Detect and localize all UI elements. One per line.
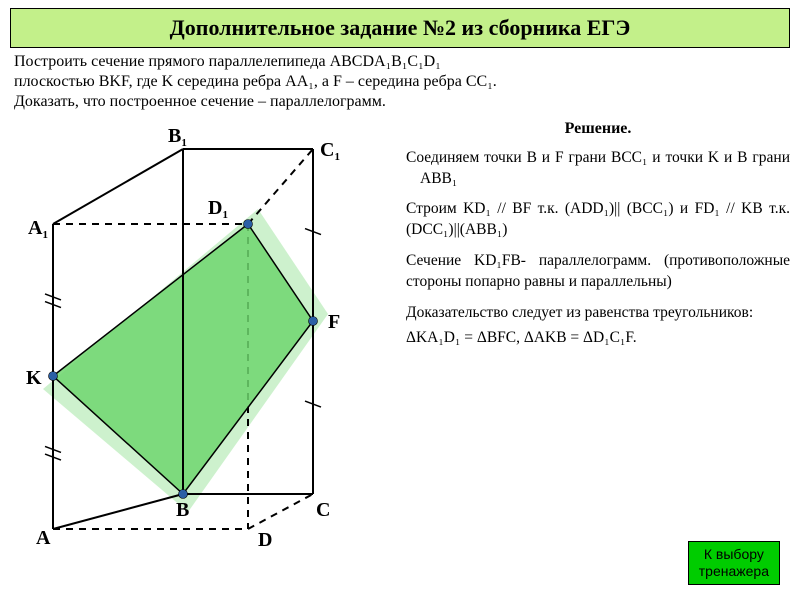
- button-line2: тренажера: [699, 563, 769, 579]
- svg-text:F: F: [328, 311, 340, 333]
- solution-p3: Сечение KD₁FB- параллелограмм. (противоп…: [406, 251, 790, 293]
- svg-text:K: K: [26, 367, 42, 389]
- svg-text:A1: A1: [28, 217, 48, 241]
- svg-text:B: B: [176, 499, 189, 521]
- problem-line3: Доказать, что построенное сечение – пара…: [14, 93, 386, 110]
- svg-text:B1: B1: [168, 125, 187, 149]
- button-line1: К выбору: [704, 546, 764, 562]
- svg-text:C1: C1: [320, 139, 340, 163]
- problem-text: Построить сечение прямого параллелепипед…: [14, 52, 786, 112]
- page-title: Дополнительное задание №2 из сборника ЕГ…: [10, 8, 790, 48]
- solution-p5: ΔKA₁D₁ = ΔBFC, ΔAKB = ΔD₁C₁F.: [406, 328, 790, 349]
- parallelepiped-diagram: A B C D A1 B1 C1 D1 K F: [8, 114, 398, 554]
- svg-text:D: D: [258, 529, 272, 551]
- back-to-selector-button[interactable]: К выбору тренажера: [688, 541, 780, 585]
- problem-line1: Построить сечение прямого параллелепипед…: [14, 53, 441, 70]
- diagram-container: A B C D A1 B1 C1 D1 K F: [8, 114, 398, 554]
- svg-text:C: C: [316, 499, 330, 521]
- problem-line2: плоскостью BKF, где K середина ребра AA₁…: [14, 73, 497, 90]
- svg-text:A: A: [36, 527, 51, 549]
- solution-p1: Соединяем точки B и F грани BCC₁ и точки…: [406, 148, 790, 190]
- solution-text: Решение. Соединяем точки B и F грани BCC…: [398, 114, 790, 554]
- solution-p4: Доказательство следует из равенства треу…: [406, 303, 790, 324]
- main-content: A B C D A1 B1 C1 D1 K F Решение. Соединяем точки …: [8, 114, 790, 554]
- solution-header: Решение.: [406, 118, 790, 140]
- solution-p2: Строим KD₁ // BF т.к. (ADD₁)|| (BCC₁) и …: [406, 199, 790, 241]
- svg-text:D1: D1: [208, 197, 228, 221]
